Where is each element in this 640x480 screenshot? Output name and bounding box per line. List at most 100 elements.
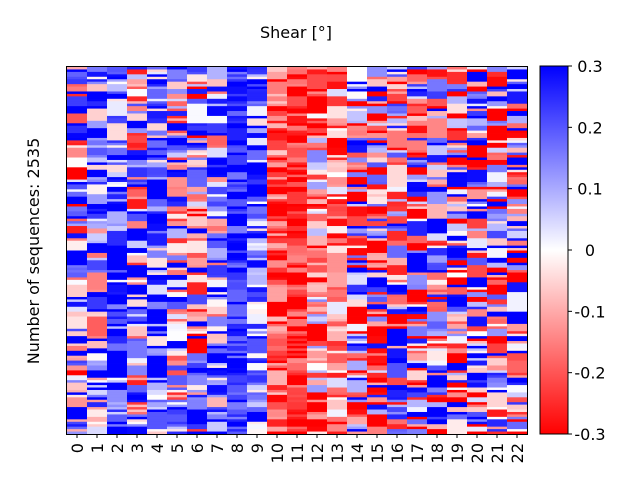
heatmap-cell	[347, 108, 368, 112]
heatmap-cell	[67, 76, 88, 80]
heatmap-cell	[167, 372, 188, 376]
heatmap-cell	[147, 248, 168, 251]
heatmap-cell	[247, 387, 268, 391]
heatmap-cell	[507, 365, 528, 369]
heatmap-cell	[347, 265, 368, 269]
heatmap-cell	[227, 179, 248, 183]
heatmap-cell	[87, 179, 108, 183]
heatmap-cell	[127, 115, 148, 119]
heatmap-cell	[107, 353, 128, 357]
heatmap-cell	[127, 189, 148, 193]
heatmap-cell	[407, 402, 428, 406]
heatmap-cell	[487, 226, 508, 229]
heatmap-cell	[67, 421, 88, 425]
heatmap-cell	[307, 255, 328, 259]
heatmap-cell	[167, 196, 188, 200]
heatmap-cell	[87, 155, 108, 158]
heatmap-cell	[207, 287, 228, 291]
heatmap-cell	[127, 284, 148, 288]
heatmap-cell	[407, 118, 428, 122]
heatmap-cell	[487, 221, 508, 224]
heatmap-cell	[447, 260, 468, 264]
heatmap-cell	[507, 419, 528, 423]
heatmap-cell	[427, 84, 448, 87]
heatmap-cell	[127, 370, 148, 374]
heatmap-cell	[287, 167, 308, 171]
heatmap-cell	[287, 98, 308, 102]
heatmap-cell	[387, 106, 408, 109]
heatmap-cell	[387, 130, 408, 134]
heatmap-cell	[307, 159, 328, 163]
heatmap-cell	[267, 150, 288, 154]
heatmap-cell	[447, 128, 468, 132]
heatmap-cell	[187, 279, 208, 283]
heatmap-cell	[487, 128, 508, 132]
heatmap-cell	[427, 306, 448, 310]
heatmap-cell	[167, 216, 188, 220]
heatmap-cell	[287, 147, 308, 151]
heatmap-cell	[87, 265, 108, 269]
heatmap-cell	[367, 86, 388, 90]
heatmap-cell	[227, 272, 248, 276]
heatmap-cell	[347, 416, 368, 420]
heatmap-cell	[207, 299, 228, 303]
heatmap-cell	[287, 103, 308, 107]
heatmap-cell	[467, 167, 488, 171]
heatmap-cell	[67, 115, 88, 119]
heatmap-cell	[67, 226, 88, 229]
heatmap-cell	[447, 358, 468, 361]
heatmap-cell	[387, 194, 408, 198]
heatmap-cell	[187, 93, 208, 97]
heatmap-cell	[367, 135, 388, 139]
x-tick-label: 2	[108, 443, 127, 453]
heatmap-cell	[207, 375, 228, 379]
heatmap-cell	[367, 221, 388, 224]
heatmap-cell	[467, 272, 488, 276]
heatmap-cell	[187, 155, 208, 158]
heatmap-cell	[187, 348, 208, 352]
heatmap-cell	[247, 140, 268, 144]
heatmap-cell	[207, 353, 228, 357]
heatmap-cell	[347, 181, 368, 185]
heatmap-cell	[447, 257, 468, 261]
heatmap-cell	[467, 186, 488, 190]
heatmap-cell	[387, 392, 408, 396]
heatmap-cell	[207, 235, 228, 239]
heatmap-cell	[487, 233, 508, 237]
heatmap-cell	[187, 133, 208, 136]
heatmap-cell	[207, 216, 228, 220]
heatmap-cell	[467, 284, 488, 288]
heatmap-cell	[367, 296, 388, 300]
heatmap-cell	[427, 184, 448, 188]
heatmap-cell	[267, 380, 288, 384]
heatmap-cell	[327, 74, 348, 78]
heatmap-cell	[427, 375, 448, 379]
heatmap-cell	[347, 250, 368, 254]
heatmap-cell	[327, 353, 348, 357]
heatmap-cell	[207, 159, 228, 163]
heatmap-cell	[407, 120, 428, 124]
heatmap-cell	[327, 265, 348, 269]
heatmap-cell	[227, 387, 248, 391]
heatmap-cell	[287, 409, 308, 413]
heatmap-cell	[67, 111, 88, 114]
heatmap-cell	[367, 414, 388, 418]
heatmap-cell	[127, 301, 148, 305]
heatmap-cell	[147, 304, 168, 308]
colorbar-tick-label: -0.3	[574, 425, 605, 444]
heatmap-cell	[67, 314, 88, 317]
heatmap-cell	[487, 328, 508, 332]
heatmap-cell	[307, 429, 328, 432]
heatmap-cell	[287, 301, 308, 305]
heatmap-cell	[187, 189, 208, 193]
heatmap-cell	[207, 201, 228, 205]
heatmap-cell	[267, 341, 288, 344]
heatmap-cell	[247, 111, 268, 114]
heatmap-cell	[347, 145, 368, 149]
heatmap-cell	[367, 394, 388, 398]
heatmap-cell	[367, 301, 388, 305]
heatmap-cell	[507, 411, 528, 415]
heatmap-cell	[287, 108, 308, 112]
heatmap-cell	[327, 341, 348, 344]
heatmap-cell	[287, 345, 308, 349]
